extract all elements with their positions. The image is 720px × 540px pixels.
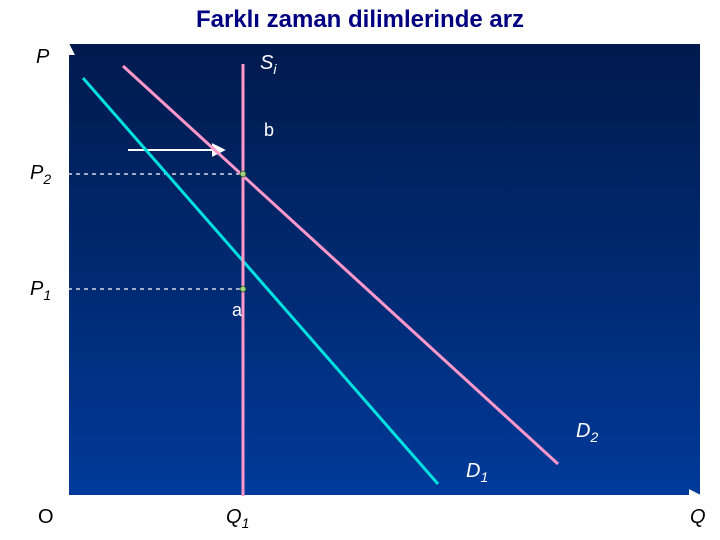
- d2-label: D2: [576, 420, 598, 445]
- chart-svg: [68, 44, 700, 496]
- point-b-label: b: [264, 120, 274, 141]
- slide: Farklı zaman dilimlerinde arz P P2 P1 O …: [0, 0, 720, 540]
- y-axis-label: P: [36, 46, 49, 69]
- p2-label: P2: [30, 162, 51, 187]
- p1-label: P1: [30, 278, 51, 303]
- point-a-label: a: [232, 300, 242, 321]
- x-axis-label: Q: [690, 506, 706, 529]
- q1-label: Q1: [226, 506, 249, 531]
- supply-label: Si: [260, 52, 276, 77]
- slide-title: Farklı zaman dilimlerinde arz: [0, 6, 720, 34]
- origin-label: O: [38, 506, 54, 529]
- chart-plot-area: [68, 44, 700, 496]
- d1-label: D1: [466, 460, 488, 485]
